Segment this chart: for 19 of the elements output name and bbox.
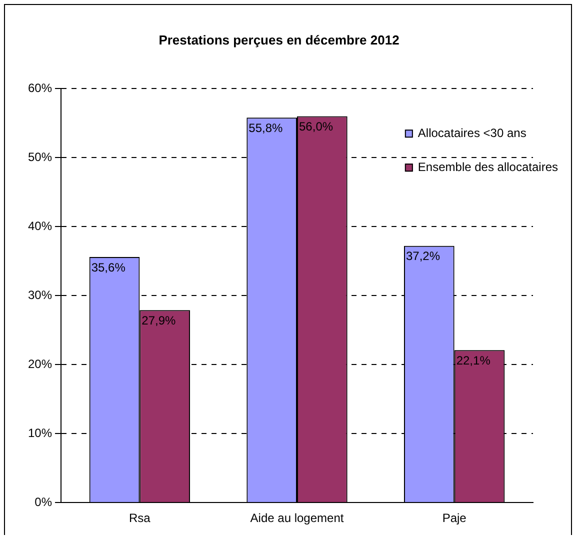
y-tick-label: 0%	[34, 494, 52, 509]
x-tick-label: Paje	[442, 511, 467, 526]
y-tick-label: 30%	[28, 288, 52, 302]
x-tick-label: Rsa	[129, 511, 151, 526]
y-tick-label: 10%	[28, 426, 52, 440]
data-label: 27,9%	[142, 313, 176, 328]
data-label: 55,8%	[248, 120, 284, 135]
data-label: 37,2%	[406, 249, 440, 264]
data-label: 22,1%	[456, 353, 491, 368]
y-tick-label: 60%	[28, 80, 52, 95]
y-tick-label: 20%	[28, 356, 52, 371]
legend-label: Allocataires <30 ans	[418, 126, 526, 140]
y-tick-label: 40%	[28, 218, 52, 233]
chart-title: Prestations perçues en décembre 2012	[158, 32, 400, 48]
data-label: 35,6%	[91, 260, 126, 274]
y-tick-label: 50%	[28, 150, 52, 164]
data-label: 56,0%	[299, 120, 334, 134]
legend-label: Ensemble des allocataires	[418, 160, 558, 174]
x-tick-label: Aide au logement	[250, 511, 344, 526]
